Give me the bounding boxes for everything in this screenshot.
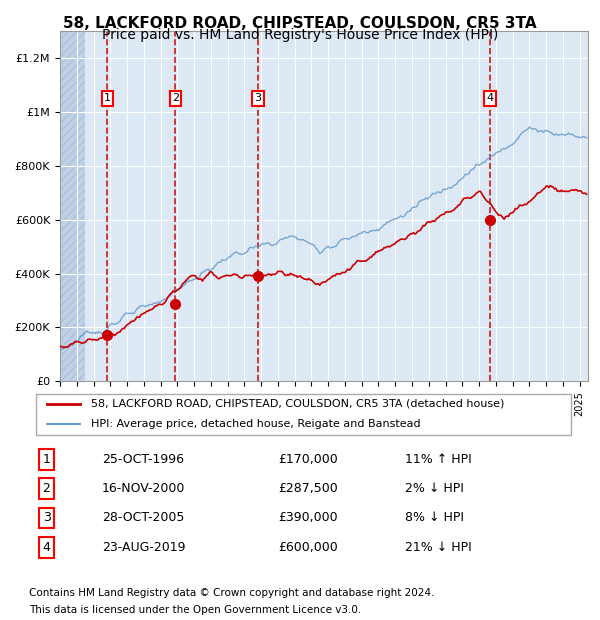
Text: 4: 4 xyxy=(487,94,494,104)
Text: 11% ↑ HPI: 11% ↑ HPI xyxy=(406,453,472,466)
Text: £287,500: £287,500 xyxy=(278,482,338,495)
Text: £600,000: £600,000 xyxy=(278,541,338,554)
Text: 3: 3 xyxy=(254,94,262,104)
Text: 28-OCT-2005: 28-OCT-2005 xyxy=(102,512,184,525)
Text: 58, LACKFORD ROAD, CHIPSTEAD, COULSDON, CR5 3TA (detached house): 58, LACKFORD ROAD, CHIPSTEAD, COULSDON, … xyxy=(91,399,504,409)
Text: £390,000: £390,000 xyxy=(278,512,338,525)
Text: 25-OCT-1996: 25-OCT-1996 xyxy=(102,453,184,466)
Text: 2: 2 xyxy=(43,482,50,495)
Text: £170,000: £170,000 xyxy=(278,453,338,466)
Text: 58, LACKFORD ROAD, CHIPSTEAD, COULSDON, CR5 3TA: 58, LACKFORD ROAD, CHIPSTEAD, COULSDON, … xyxy=(63,16,537,30)
Text: 23-AUG-2019: 23-AUG-2019 xyxy=(102,541,185,554)
Text: 4: 4 xyxy=(43,541,50,554)
Text: 1: 1 xyxy=(43,453,50,466)
Text: 1: 1 xyxy=(104,94,111,104)
Text: 21% ↓ HPI: 21% ↓ HPI xyxy=(406,541,472,554)
Text: Price paid vs. HM Land Registry's House Price Index (HPI): Price paid vs. HM Land Registry's House … xyxy=(102,28,498,42)
Bar xyxy=(60,31,85,381)
Text: 8% ↓ HPI: 8% ↓ HPI xyxy=(406,512,464,525)
Text: Contains HM Land Registry data © Crown copyright and database right 2024.: Contains HM Land Registry data © Crown c… xyxy=(29,588,435,598)
Text: 2: 2 xyxy=(172,94,179,104)
Text: This data is licensed under the Open Government Licence v3.0.: This data is licensed under the Open Gov… xyxy=(29,605,362,615)
Text: 2% ↓ HPI: 2% ↓ HPI xyxy=(406,482,464,495)
Text: HPI: Average price, detached house, Reigate and Banstead: HPI: Average price, detached house, Reig… xyxy=(91,419,421,429)
Text: 16-NOV-2000: 16-NOV-2000 xyxy=(102,482,185,495)
Text: 3: 3 xyxy=(43,512,50,525)
FancyBboxPatch shape xyxy=(35,394,571,435)
